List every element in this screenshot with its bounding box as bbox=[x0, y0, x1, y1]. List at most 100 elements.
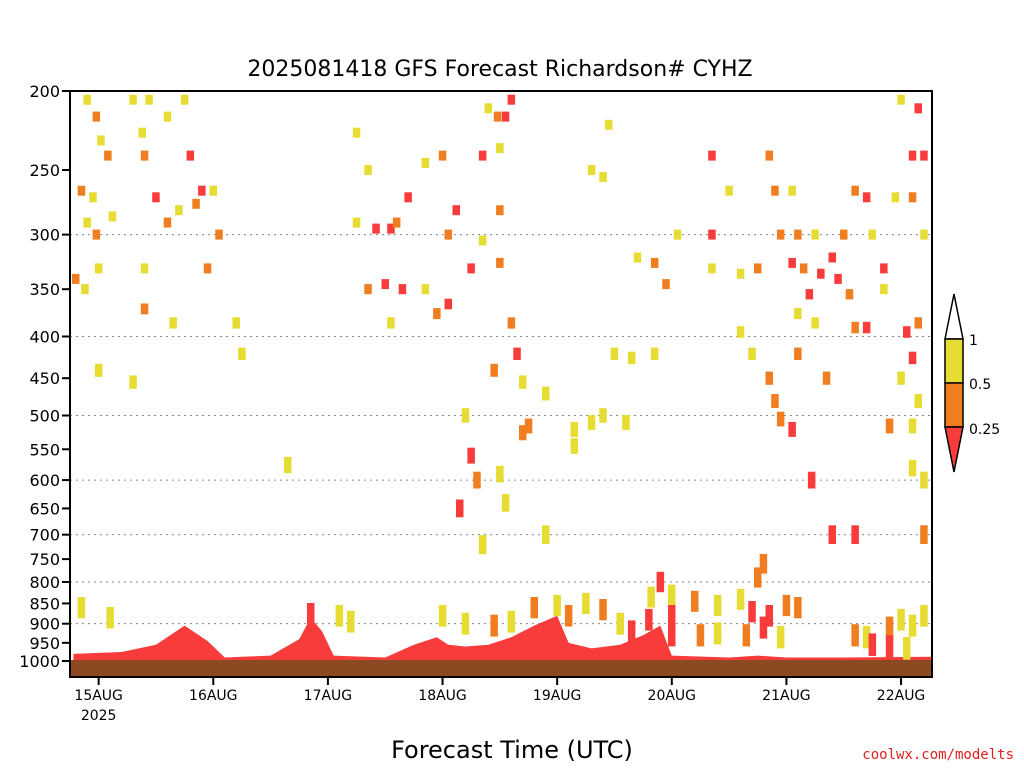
colorbar-label-0-25: 0.25 bbox=[969, 422, 1000, 438]
ri-cell-89 bbox=[673, 229, 682, 240]
ri-cell-185 bbox=[553, 594, 561, 617]
ri-cell-101 bbox=[754, 263, 762, 274]
ri-cell-94 bbox=[708, 229, 716, 240]
ri-cell-135 bbox=[914, 394, 922, 408]
x-tick-sublabel-15AUG: 2025 bbox=[81, 708, 117, 724]
ri-cell-62 bbox=[467, 263, 475, 274]
y-tick-label-950: 950 bbox=[29, 634, 60, 653]
ri-cell-7 bbox=[92, 229, 101, 240]
ri-cell-133 bbox=[908, 351, 917, 365]
ri-cell-121 bbox=[880, 263, 888, 274]
x-tick-label-21AUG: 21AUG bbox=[762, 688, 811, 704]
ri-cell-194 bbox=[307, 603, 315, 625]
ri-cell-108 bbox=[811, 229, 819, 240]
ri-cell-22 bbox=[198, 185, 206, 196]
ri-cell-143 bbox=[788, 421, 796, 437]
ri-cell-106 bbox=[788, 257, 796, 268]
x-tick-label-17AUG: 17AUG bbox=[304, 688, 353, 704]
ri-cell-35 bbox=[352, 127, 361, 138]
y-axis: 200 250 300 350 400 450 500 550 600 650 700 750 800 8… bbox=[19, 82, 70, 671]
ri-cell-91 bbox=[627, 351, 636, 365]
ri-cell-37 bbox=[352, 217, 361, 228]
ri-cell-61 bbox=[496, 257, 504, 268]
ri-cell-145 bbox=[822, 371, 831, 385]
ri-cell-156 bbox=[713, 594, 722, 617]
colorbar-bin-orange bbox=[944, 382, 964, 428]
ri-cell-41 bbox=[392, 217, 401, 228]
y-tick-label-650: 650 bbox=[29, 499, 60, 518]
ri-cell-57 bbox=[496, 143, 504, 154]
colorbar-top-triangle bbox=[944, 293, 964, 340]
ri-cell-47 bbox=[381, 279, 389, 290]
ri-cell-125 bbox=[908, 192, 917, 203]
ri-cell-134 bbox=[897, 371, 905, 385]
ri-cell-45 bbox=[444, 229, 452, 240]
ri-cell-126 bbox=[920, 229, 928, 240]
ri-cell-110 bbox=[805, 289, 814, 300]
ri-cell-174 bbox=[885, 635, 894, 658]
y-tick-label-1000: 1000 bbox=[19, 652, 60, 671]
ri-cell-163 bbox=[713, 622, 722, 645]
ri-cell-159 bbox=[765, 605, 773, 627]
colorbar-label-1: 1 bbox=[969, 333, 978, 349]
ri-cell-14 bbox=[145, 94, 153, 105]
ri-cell-60 bbox=[478, 235, 487, 246]
colorbar-bottom-triangle bbox=[944, 426, 964, 473]
ri-cell-16 bbox=[163, 111, 172, 122]
ri-cell-178 bbox=[335, 605, 344, 627]
ri-cell-190 bbox=[627, 620, 636, 643]
ri-cell-8 bbox=[108, 211, 117, 222]
ri-cell-88 bbox=[662, 279, 670, 290]
ri-cell-87 bbox=[650, 257, 659, 268]
boundary-layer-shading bbox=[73, 615, 932, 661]
ri-cell-161 bbox=[794, 597, 802, 619]
x-tick-label-22AUG: 22AUG bbox=[877, 688, 926, 704]
ri-cell-86 bbox=[633, 252, 642, 263]
ri-cell-85 bbox=[605, 119, 613, 130]
boundary-layer-polygon bbox=[73, 615, 932, 661]
ri-cell-127 bbox=[897, 94, 905, 105]
ri-cell-123 bbox=[851, 321, 859, 334]
ri-cell-141 bbox=[771, 394, 779, 408]
y-tick-label-250: 250 bbox=[29, 161, 60, 180]
ri-cell-63 bbox=[507, 317, 516, 329]
ri-cell-78 bbox=[570, 421, 579, 437]
ri-cell-103 bbox=[788, 185, 796, 196]
ri-cell-67 bbox=[461, 408, 470, 423]
ri-cell-53 bbox=[484, 103, 493, 114]
ri-cell-82 bbox=[570, 438, 579, 454]
ri-cell-188 bbox=[599, 599, 607, 621]
ri-cell-31 bbox=[238, 347, 246, 360]
ri-cell-109 bbox=[817, 268, 825, 279]
colorbar: 1 0.5 0.25 bbox=[944, 293, 1000, 473]
ri-cell-180 bbox=[438, 605, 447, 627]
chart-title: 2025081418 GFS Forecast Richardson# CYHZ bbox=[247, 57, 752, 82]
ri-cell-70 bbox=[496, 465, 504, 483]
ri-cell-167 bbox=[851, 624, 859, 647]
ri-cell-25 bbox=[215, 229, 223, 240]
ri-cell-46 bbox=[364, 284, 372, 295]
ri-cell-29 bbox=[169, 317, 177, 329]
ri-cell-171 bbox=[908, 614, 917, 637]
ri-cell-193 bbox=[668, 624, 676, 647]
y-tick-label-450: 450 bbox=[29, 369, 60, 388]
ri-cell-128 bbox=[914, 103, 922, 114]
ri-cell-169 bbox=[885, 616, 894, 639]
ri-cell-26 bbox=[203, 263, 212, 274]
ri-cell-176 bbox=[106, 606, 114, 629]
y-tick-label-550: 550 bbox=[29, 440, 60, 459]
ri-cell-118 bbox=[868, 229, 877, 240]
ri-cell-77 bbox=[542, 386, 550, 401]
y-tick-label-900: 900 bbox=[29, 615, 60, 634]
ri-cell-146 bbox=[807, 471, 816, 489]
ri-cell-55 bbox=[501, 111, 510, 122]
ri-cell-80 bbox=[599, 408, 607, 423]
ri-cell-4 bbox=[77, 185, 86, 196]
ri-cell-9 bbox=[72, 273, 80, 284]
ri-cell-49 bbox=[421, 284, 430, 295]
ri-cell-65 bbox=[490, 363, 498, 377]
ri-cell-18 bbox=[186, 150, 195, 161]
ri-cell-165 bbox=[759, 616, 768, 639]
ri-cell-76 bbox=[524, 418, 533, 434]
